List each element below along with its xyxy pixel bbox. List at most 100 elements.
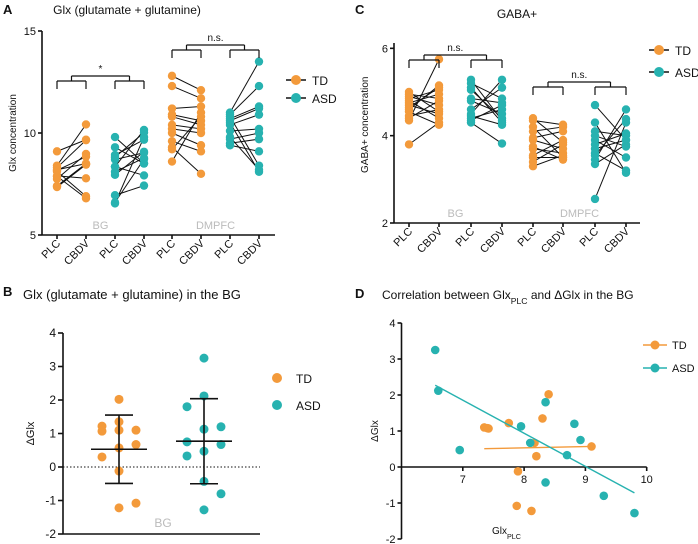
data-point-plc bbox=[225, 118, 235, 128]
paired-line bbox=[594, 104, 627, 141]
data-point-cbdv bbox=[621, 114, 631, 124]
paired-line bbox=[532, 126, 564, 158]
paired-line bbox=[532, 146, 564, 161]
data-point-plc bbox=[590, 151, 600, 160]
paired-line bbox=[532, 130, 564, 139]
data-point-cbdv bbox=[196, 94, 206, 103]
region-label: DMPFC bbox=[196, 220, 235, 232]
legend: TD ASD bbox=[649, 44, 698, 80]
data-point bbox=[455, 445, 465, 455]
region-label: BG bbox=[448, 208, 464, 220]
paired-line bbox=[171, 132, 202, 146]
data-point-cbdv bbox=[254, 110, 264, 119]
significance-bracket: n.s. bbox=[171, 33, 260, 58]
paired-line bbox=[229, 106, 260, 120]
paired-line bbox=[229, 108, 260, 122]
data-point-plc bbox=[404, 140, 414, 149]
y-tick-label: -2 bbox=[386, 534, 396, 544]
data-point-cbdv bbox=[81, 120, 91, 129]
data-point bbox=[504, 418, 514, 428]
data-point-plc bbox=[590, 118, 600, 127]
y-tick-label: 1 bbox=[49, 427, 56, 441]
x-tick-label: 10 bbox=[641, 474, 653, 486]
data-point bbox=[182, 451, 192, 461]
paired-line bbox=[56, 139, 87, 152]
y-tick-label: 6 bbox=[382, 43, 388, 55]
paired-line bbox=[56, 163, 87, 187]
data-point-plc bbox=[528, 142, 538, 151]
data-point-cbdv bbox=[81, 174, 91, 183]
paired-line bbox=[594, 143, 627, 165]
data-point bbox=[182, 402, 192, 412]
x-tick-label: CBDV bbox=[539, 225, 570, 256]
x-tick-label: 8 bbox=[521, 474, 527, 486]
paired-line bbox=[408, 59, 440, 121]
paired-line bbox=[114, 152, 145, 161]
data-point bbox=[527, 506, 536, 516]
data-point-cbdv bbox=[81, 192, 91, 201]
series-td bbox=[479, 389, 596, 516]
data-point-plc bbox=[528, 114, 538, 123]
data-point-cbdv bbox=[196, 147, 206, 156]
data-point bbox=[131, 440, 141, 450]
data-point bbox=[576, 435, 585, 445]
paired-line bbox=[171, 116, 202, 150]
x-tick-label: PLC bbox=[515, 226, 539, 250]
legend-item-td: TD bbox=[643, 340, 687, 352]
data-point-plc bbox=[225, 141, 235, 150]
series-asd-dmpfc bbox=[225, 57, 264, 176]
y-tick-label: 2 bbox=[389, 390, 395, 402]
data-point-plc bbox=[52, 161, 62, 170]
data-point-cbdv bbox=[434, 96, 444, 105]
paired-line bbox=[56, 175, 87, 179]
paired-line bbox=[56, 139, 87, 169]
x-tick-label: CBDV bbox=[62, 237, 93, 268]
paired-line bbox=[532, 117, 564, 143]
y-axis-label: ΔGlx bbox=[25, 421, 37, 445]
data-point-cbdv bbox=[81, 152, 91, 161]
panel-label-a: A bbox=[3, 2, 13, 17]
data-point-plc bbox=[225, 132, 235, 142]
panel-label-b: B bbox=[3, 284, 12, 299]
data-point-cbdv bbox=[497, 75, 507, 84]
y-tick-label: 0 bbox=[49, 460, 56, 474]
y-axis-label: Glx concentration bbox=[8, 94, 19, 172]
data-point bbox=[97, 452, 107, 462]
panel-a: Glx (glutamate + glutamine) Glx concentra… bbox=[8, 3, 337, 268]
paired-line bbox=[408, 122, 440, 145]
data-point-cbdv bbox=[139, 148, 149, 157]
data-point-plc bbox=[110, 162, 120, 171]
legend-label: TD bbox=[312, 74, 328, 88]
data-point bbox=[516, 422, 526, 431]
paired-line bbox=[171, 114, 202, 122]
data-point-cbdv bbox=[254, 134, 264, 144]
data-point bbox=[541, 397, 550, 407]
paired-line bbox=[470, 79, 503, 121]
data-point-plc bbox=[528, 122, 538, 132]
paired-line bbox=[470, 87, 503, 110]
panel-label-c: C bbox=[355, 2, 365, 17]
panel-d: Correlation between GlxPLC and ΔGlx in t… bbox=[370, 288, 695, 544]
data-point-cbdv bbox=[621, 168, 631, 177]
legend-marker bbox=[291, 93, 301, 103]
paired-line bbox=[114, 151, 145, 176]
paired-line bbox=[470, 104, 503, 121]
data-point-plc bbox=[590, 194, 600, 204]
data-point-plc bbox=[110, 132, 120, 142]
data-point-cbdv bbox=[254, 104, 264, 113]
paired-line bbox=[470, 79, 503, 115]
series-td-bg bbox=[52, 120, 91, 203]
paired-line bbox=[229, 144, 260, 152]
series-asd-bg bbox=[466, 75, 507, 148]
paired-line bbox=[114, 185, 145, 196]
data-point bbox=[538, 414, 547, 423]
legend-label: ASD bbox=[672, 363, 695, 375]
legend-marker bbox=[291, 75, 301, 85]
region-label: DMPFC bbox=[560, 208, 599, 220]
data-point-cbdv bbox=[196, 128, 206, 138]
data-point bbox=[97, 426, 107, 436]
legend-item-asd: ASD bbox=[643, 363, 695, 375]
data-point-cbdv bbox=[139, 181, 149, 190]
paired-line bbox=[408, 93, 440, 104]
paired-line bbox=[594, 152, 627, 172]
